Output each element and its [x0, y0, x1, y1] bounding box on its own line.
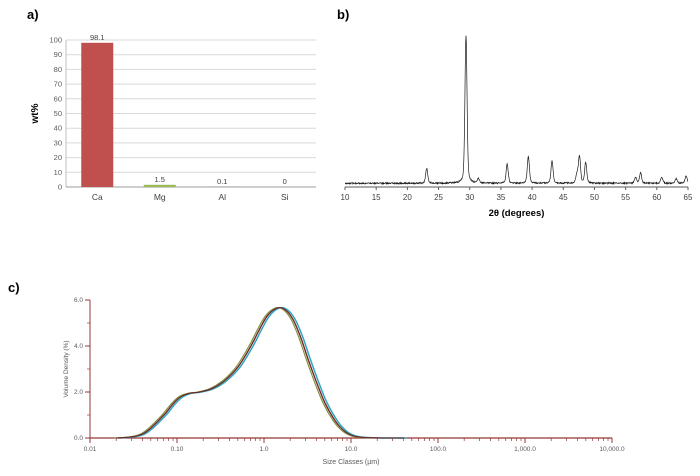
particle-size-distribution-chart: 0.01 0.10 1.0 10.0 100.0 1,000.0 10,000.0 0.0 2.… [63, 297, 625, 466]
svg-text:70: 70 [54, 80, 62, 89]
panel-c-label: c) [8, 280, 20, 295]
svg-text:30: 30 [54, 138, 62, 147]
svg-text:90: 90 [54, 50, 62, 59]
svg-text:20: 20 [54, 153, 62, 162]
svg-text:0.0: 0.0 [74, 435, 83, 442]
svg-text:0: 0 [283, 177, 287, 186]
svg-text:10.0: 10.0 [345, 446, 358, 453]
svg-text:1,000.0: 1,000.0 [514, 446, 536, 453]
svg-text:10: 10 [54, 168, 62, 177]
xrd-pattern-chart: 10 15 20 25 30 35 40 45 50 55 60 65 2θ (degrees) [341, 35, 693, 219]
svg-text:40: 40 [528, 193, 537, 202]
svg-text:Al: Al [218, 192, 226, 202]
svg-text:wt%: wt% [30, 103, 41, 124]
svg-text:55: 55 [621, 193, 630, 202]
svg-text:Size Classes (µm): Size Classes (µm) [323, 459, 380, 466]
svg-text:0.01: 0.01 [84, 446, 97, 453]
panel-b-label: b) [337, 7, 350, 22]
svg-text:100: 100 [49, 36, 62, 45]
svg-text:35: 35 [496, 193, 505, 202]
svg-text:Si: Si [281, 192, 289, 202]
svg-text:60: 60 [54, 94, 62, 103]
svg-text:10,000.0: 10,000.0 [599, 446, 625, 453]
panel-a-label: a) [27, 7, 39, 22]
svg-text:Mg: Mg [154, 192, 166, 202]
svg-text:1.0: 1.0 [259, 446, 268, 453]
elemental-composition-bar-chart: 0 10 20 30 40 50 60 70 80 90 100 98.1 Ca 1.5 Mg 0.1 Al 0 S… [30, 33, 316, 202]
svg-text:45: 45 [559, 193, 568, 202]
svg-text:1.5: 1.5 [155, 175, 165, 184]
svg-text:6.0: 6.0 [74, 297, 83, 304]
svg-text:15: 15 [372, 193, 381, 202]
svg-text:80: 80 [54, 65, 62, 74]
svg-text:2.0: 2.0 [74, 389, 83, 396]
svg-text:40: 40 [54, 124, 62, 133]
svg-text:10: 10 [341, 193, 350, 202]
svg-text:20: 20 [403, 193, 412, 202]
svg-text:30: 30 [465, 193, 474, 202]
svg-text:50: 50 [54, 109, 62, 118]
svg-text:0: 0 [58, 183, 62, 192]
svg-text:4.0: 4.0 [74, 343, 83, 350]
svg-text:Ca: Ca [92, 192, 103, 202]
svg-text:25: 25 [434, 193, 443, 202]
svg-text:0.1: 0.1 [217, 177, 227, 186]
svg-text:100.0: 100.0 [430, 446, 447, 453]
svg-text:65: 65 [684, 193, 693, 202]
svg-text:Volume Density (%): Volume Density (%) [63, 340, 70, 397]
svg-text:0.10: 0.10 [171, 446, 184, 453]
svg-text:2θ (degrees): 2θ (degrees) [489, 208, 545, 219]
svg-text:98.1: 98.1 [90, 33, 105, 42]
svg-text:60: 60 [652, 193, 661, 202]
svg-text:50: 50 [590, 193, 599, 202]
